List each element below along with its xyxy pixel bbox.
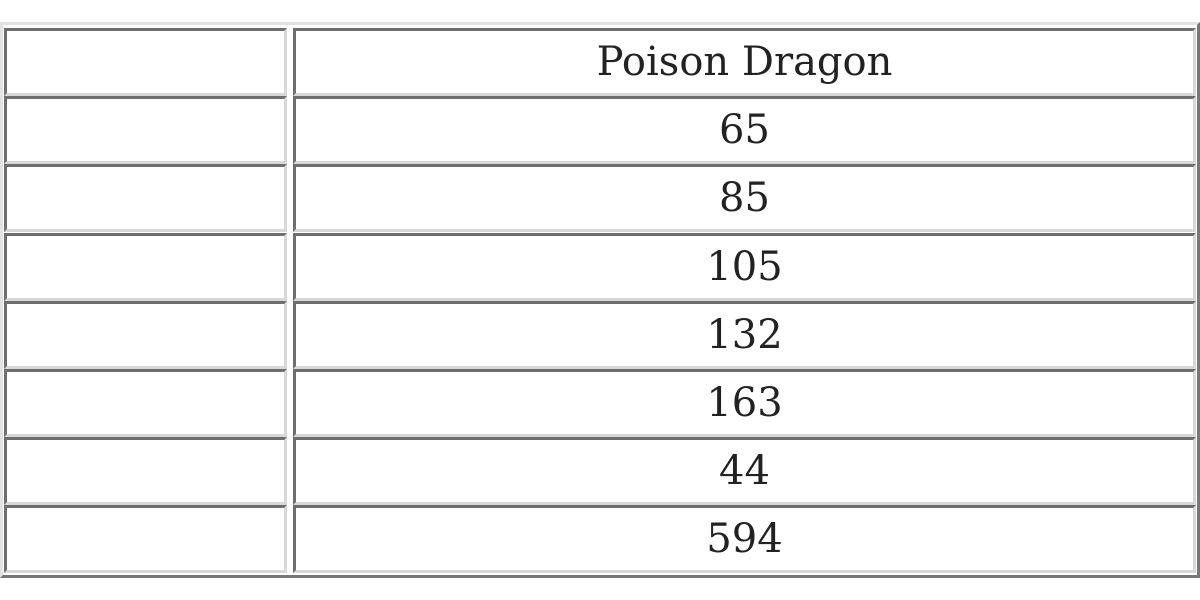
table-cell: 163 (293, 369, 1196, 437)
table-cell: 594 (293, 505, 1196, 574)
table-cell: 65 (293, 96, 1196, 165)
table-cell (4, 505, 287, 574)
header-cell: Poison Dragon (293, 28, 1196, 96)
table-cell: 85 (293, 164, 1196, 233)
header-cell (4, 28, 287, 96)
table-cell (4, 437, 287, 506)
table-cell: 132 (293, 300, 1196, 369)
table-cell (4, 369, 287, 437)
table-cell (4, 232, 287, 301)
table-cell (4, 300, 287, 369)
table-cell: 105 (293, 232, 1196, 301)
table-cell (4, 96, 287, 165)
table-cell (4, 164, 287, 233)
table-cell: 44 (293, 437, 1196, 506)
stats-table (0, 22, 1200, 578)
